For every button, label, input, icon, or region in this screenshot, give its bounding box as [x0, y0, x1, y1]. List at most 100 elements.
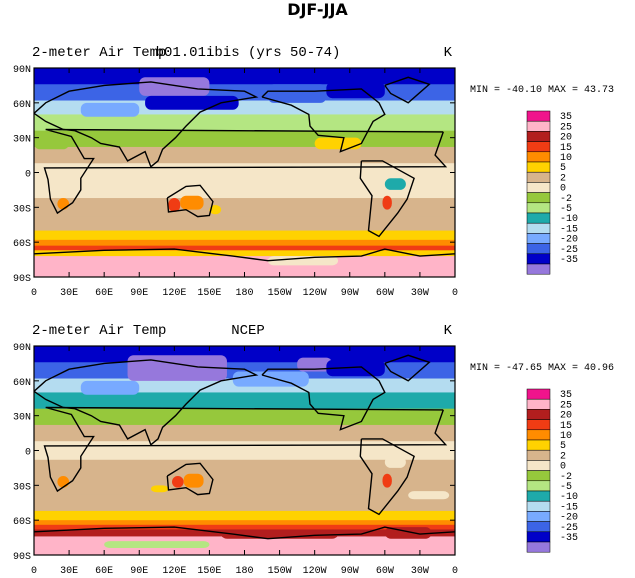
x-tick-label: 60W	[376, 566, 394, 577]
colorbar-label: -10	[560, 492, 578, 503]
y-tick-label: 30S	[13, 482, 31, 493]
temperature-band	[34, 476, 455, 496]
x-tick-label: 180	[235, 566, 253, 577]
map-panel-2	[33, 345, 551, 556]
figure-title: DJF-JJA	[287, 0, 348, 19]
x-tick-label: 30W	[411, 288, 429, 299]
y-tick-label: 30N	[13, 135, 31, 146]
min-max-text: MIN = -47.65 MAX = 40.96	[470, 363, 614, 374]
temperature-region	[382, 473, 392, 488]
colorbar-box	[526, 429, 551, 441]
x-tick-label: 30W	[411, 566, 429, 577]
colorbar-label: -20	[560, 513, 578, 524]
panel-left-label: 2-meter Air Temp	[32, 323, 166, 339]
temperature-region	[297, 357, 333, 372]
colorbar-box	[526, 182, 551, 193]
y-tick-label: 90N	[13, 343, 31, 354]
temperature-band	[34, 524, 455, 530]
colorbar-box	[526, 449, 551, 461]
min-max-text: MIN = -40.10 MAX = 43.73	[470, 85, 614, 96]
temperature-band	[34, 100, 455, 115]
colorbar-label: 35	[560, 390, 572, 401]
y-tick-label: 0	[25, 170, 31, 181]
x-tick-label: 90W	[341, 288, 359, 299]
colorbar-box	[526, 151, 551, 163]
colorbar-box	[526, 243, 551, 255]
x-tick-label: 60E	[95, 288, 113, 299]
y-tick-label: 0	[25, 448, 31, 459]
y-tick-label: 90S	[13, 552, 31, 563]
coastline	[34, 359, 259, 446]
panel-center-label: NCEP	[231, 323, 265, 339]
coastline	[384, 76, 431, 104]
coastline	[34, 248, 455, 262]
x-tick-label: 30E	[60, 566, 78, 577]
y-tick-label: 30N	[13, 413, 31, 424]
colorbar-label: -15	[560, 224, 578, 235]
x-tick-label: 0	[31, 288, 37, 299]
temperature-band	[34, 408, 455, 426]
colorbar-label: -15	[560, 502, 578, 513]
x-tick-label: 90E	[130, 566, 148, 577]
temperature-region	[382, 195, 392, 210]
temperature-region	[408, 491, 450, 500]
colorbar-label: -20	[560, 235, 578, 246]
colorbar-box	[526, 500, 551, 512]
colorbar-label: -10	[560, 214, 578, 225]
temperature-region	[57, 198, 70, 210]
colorbar-box	[526, 490, 551, 502]
colorbar-label: 20	[560, 411, 572, 422]
temperature-region	[80, 102, 140, 117]
colorbar-label: 15	[560, 143, 572, 154]
colorbar-box	[526, 531, 551, 543]
colorbar-label: 2	[560, 173, 566, 184]
colorbar-label: -35	[560, 533, 578, 544]
map-panel-1	[33, 67, 551, 278]
colorbar-box	[526, 120, 551, 132]
temperature-band	[34, 459, 455, 477]
temperature-region	[267, 256, 339, 266]
temperature-region	[209, 205, 222, 215]
x-tick-label: 150W	[268, 288, 292, 299]
colorbar-box	[526, 110, 551, 122]
colorbar-label: 5	[560, 441, 566, 452]
colorbar-box	[526, 222, 551, 234]
coastline	[43, 406, 448, 493]
temperature-band	[34, 510, 455, 521]
colorbar-label: 10	[560, 153, 572, 164]
temperature-band	[34, 256, 455, 277]
colorbar-box	[526, 521, 551, 533]
colorbar-box	[526, 131, 551, 142]
colorbar-box	[526, 161, 551, 173]
colorbar-label: 10	[560, 431, 572, 442]
units-label: K	[444, 323, 453, 339]
colorbar-box	[526, 511, 551, 522]
colorbar-label: 5	[560, 163, 566, 174]
colorbar-box	[526, 202, 551, 214]
temperature-band	[34, 181, 455, 199]
colorbar-box	[526, 409, 551, 420]
colorbar-box	[526, 212, 551, 224]
x-tick-label: 150W	[268, 566, 292, 577]
temperature-band	[34, 494, 455, 512]
temperature-region	[326, 81, 385, 99]
colorbar-box	[526, 253, 551, 265]
colorbar-box	[526, 541, 551, 553]
temperature-band	[34, 392, 455, 410]
x-tick-label: 120E	[162, 566, 186, 577]
temperature-band	[34, 216, 455, 232]
temperature-band	[34, 198, 455, 218]
x-tick-label: 0	[452, 288, 458, 299]
coastline	[166, 462, 214, 496]
temperature-region	[34, 137, 70, 150]
temperature-band	[34, 424, 455, 442]
coastline	[384, 354, 431, 382]
temperature-band	[34, 239, 455, 247]
y-tick-label: 60N	[13, 378, 31, 389]
colorbar-box	[526, 192, 551, 204]
temperature-region	[180, 195, 204, 210]
x-tick-label: 150E	[197, 288, 221, 299]
colorbar-label: -25	[560, 523, 578, 534]
temperature-region	[267, 84, 327, 103]
